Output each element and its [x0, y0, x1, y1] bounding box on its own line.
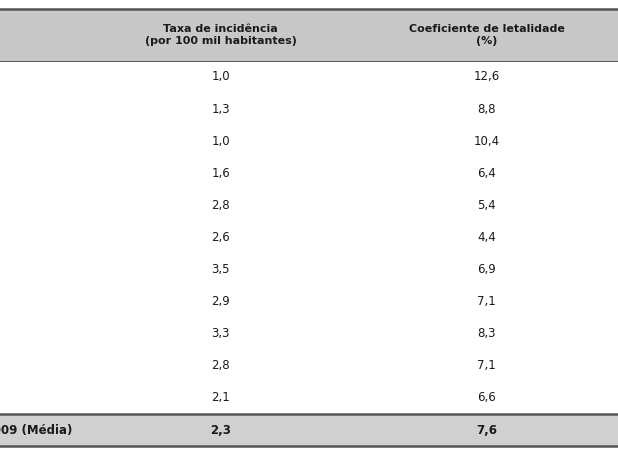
Text: 2,6: 2,6 [211, 231, 230, 244]
Text: 3,3: 3,3 [211, 327, 230, 340]
Text: 2,8: 2,8 [211, 199, 230, 212]
Text: 2,3: 2,3 [210, 424, 231, 437]
Text: 2,1: 2,1 [211, 391, 230, 405]
Text: 1,3: 1,3 [211, 102, 230, 115]
Text: 3,5: 3,5 [211, 263, 230, 276]
Text: 2,9: 2,9 [211, 295, 230, 308]
Text: 4,4: 4,4 [477, 231, 496, 244]
Text: 6,4: 6,4 [477, 167, 496, 180]
Text: 7,1: 7,1 [477, 295, 496, 308]
Text: 1999-2009 (Média): 1999-2009 (Média) [0, 424, 73, 437]
Text: 1,0: 1,0 [211, 135, 230, 147]
Text: 1,0: 1,0 [211, 70, 230, 83]
Text: Taxa de incidência
(por 100 mil habitantes): Taxa de incidência (por 100 mil habitant… [145, 24, 297, 46]
Text: 1,6: 1,6 [211, 167, 230, 180]
Text: 8,3: 8,3 [477, 327, 496, 340]
Text: 12,6: 12,6 [473, 70, 500, 83]
Text: 2,8: 2,8 [211, 359, 230, 373]
Text: 6,6: 6,6 [477, 391, 496, 405]
Bar [0, 414, 618, 446]
Text: 6,9: 6,9 [477, 263, 496, 276]
Text: Coeficiente de letalidade
(%): Coeficiente de letalidade (%) [408, 24, 565, 46]
Text: 8,8: 8,8 [477, 102, 496, 115]
Bar [0, 9, 618, 61]
Text: 7,1: 7,1 [477, 359, 496, 373]
Text: 7,6: 7,6 [476, 424, 497, 437]
Text: 5,4: 5,4 [477, 199, 496, 212]
Text: 10,4: 10,4 [473, 135, 500, 147]
